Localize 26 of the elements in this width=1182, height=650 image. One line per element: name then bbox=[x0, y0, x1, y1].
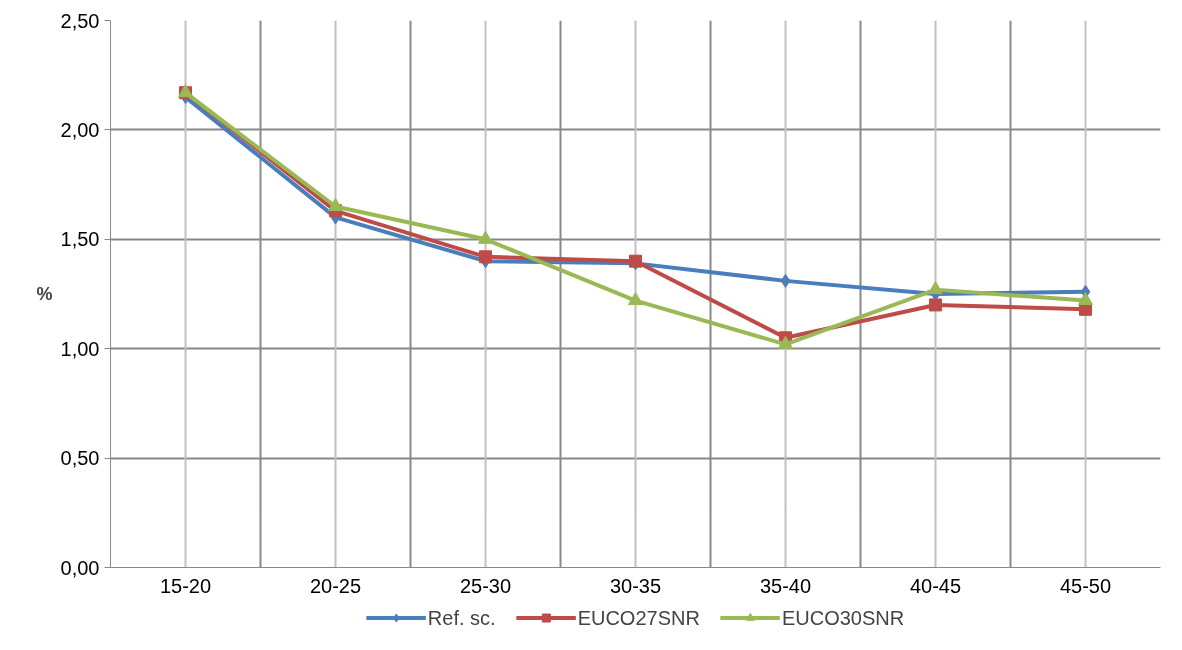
point bbox=[780, 273, 791, 288]
y-tick-label: 2,00 bbox=[60, 118, 100, 141]
point bbox=[929, 298, 942, 312]
y-tick-label: 0,00 bbox=[60, 556, 100, 579]
point bbox=[479, 250, 492, 264]
point bbox=[1078, 291, 1093, 306]
point bbox=[778, 335, 793, 349]
legend-label: Ref. sc. bbox=[427, 606, 496, 629]
y-tick-label: 1,00 bbox=[60, 337, 100, 360]
x-tick-label: 20-25 bbox=[309, 574, 362, 597]
point bbox=[478, 230, 493, 244]
x-tick-label: 30-35 bbox=[609, 574, 662, 597]
y-tick-label: 2,50 bbox=[60, 9, 100, 32]
point bbox=[628, 291, 643, 306]
point bbox=[328, 197, 343, 212]
x-tick-label: 15-20 bbox=[159, 574, 212, 597]
y-tick-label: 1,50 bbox=[60, 228, 100, 251]
point bbox=[928, 281, 943, 295]
legend-label: EUCO30SNR bbox=[781, 606, 905, 629]
x-tick-label: 45-50 bbox=[1059, 574, 1112, 597]
y-axis-title: % bbox=[36, 284, 53, 304]
x-tick-label: 40-45 bbox=[909, 574, 962, 597]
x-tick-label: 35-40 bbox=[759, 574, 812, 597]
y-tick-label: 0,50 bbox=[60, 447, 100, 470]
x-tick-label: 25-30 bbox=[459, 574, 512, 597]
legend-label: EUCO27SNR bbox=[577, 606, 700, 629]
